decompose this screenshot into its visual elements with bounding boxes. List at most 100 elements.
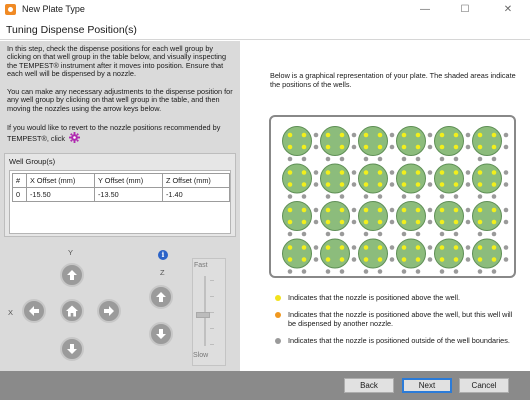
- nozzle-dot-outside: [377, 194, 383, 199]
- nozzle-dot-outside: [465, 257, 471, 262]
- nozzle-dot-outside: [325, 231, 331, 237]
- nozzle-dot-outside: [287, 194, 293, 199]
- nozzle-dot-outside: [427, 132, 433, 138]
- x-left-button[interactable]: [22, 299, 46, 323]
- nozzle-dot-outside: [377, 269, 383, 274]
- orange-dot-icon: [275, 312, 281, 318]
- nozzle-dot-inside: [377, 245, 383, 250]
- speed-tick: [210, 328, 214, 329]
- cell-x-offset[interactable]: -15.50: [26, 187, 95, 202]
- y-up-button[interactable]: [60, 263, 84, 287]
- title-bar: New Plate Type — ☐ ✕: [0, 0, 530, 19]
- speed-fast-label: Fast: [194, 262, 208, 269]
- nozzle-dot-outside: [377, 156, 383, 162]
- info-icon[interactable]: i: [158, 250, 168, 260]
- plate-well: [472, 126, 502, 156]
- nozzle-dot-outside: [401, 194, 407, 199]
- column-header-y-offset: Y Offset (mm): [94, 173, 163, 188]
- x-right-button[interactable]: [97, 299, 121, 323]
- nozzle-dot-inside: [301, 182, 307, 187]
- nozzle-dot-outside: [503, 257, 509, 262]
- home-button[interactable]: [60, 299, 84, 323]
- nozzle-dot-inside: [363, 144, 369, 150]
- nozzle-dot-inside: [439, 170, 445, 175]
- nozzle-dot-inside: [339, 245, 345, 250]
- nozzle-dot-outside: [389, 132, 395, 138]
- nozzle-dot-outside: [491, 194, 497, 199]
- nozzle-dot-outside: [453, 156, 459, 162]
- nozzle-dot-inside: [401, 219, 407, 225]
- nozzle-dot-outside: [339, 231, 345, 237]
- plate-well: [282, 126, 312, 156]
- nozzle-dot-outside: [313, 257, 319, 262]
- nozzle-dot-inside: [439, 207, 445, 213]
- nozzle-dot-inside: [301, 245, 307, 250]
- y-down-button[interactable]: [60, 337, 84, 361]
- nozzle-dot-outside: [465, 207, 471, 213]
- y-axis-label: Y: [68, 248, 74, 257]
- cell-z-offset[interactable]: -1.40: [162, 187, 230, 202]
- nozzle-dot-inside: [377, 257, 383, 262]
- nozzle-dot-inside: [325, 207, 331, 213]
- nozzle-dot-inside: [325, 245, 331, 250]
- cell-number[interactable]: 0: [12, 187, 27, 202]
- plate-well: [320, 163, 350, 194]
- nozzle-dot-inside: [287, 207, 293, 213]
- nozzle-dot-outside: [427, 219, 433, 225]
- nozzle-dot-outside: [401, 156, 407, 162]
- legend-text: Indicates that the nozzle is positioned …: [288, 336, 510, 345]
- nozzle-dot-outside: [427, 207, 433, 213]
- nozzle-dot-inside: [287, 132, 293, 138]
- cancel-button[interactable]: Cancel: [459, 378, 509, 393]
- well-group-table: # X Offset (mm) Y Offset (mm) Z Offset (…: [12, 173, 230, 202]
- nozzle-dot-inside: [301, 132, 307, 138]
- plate-well: [434, 201, 464, 231]
- speed-slider-track[interactable]: [204, 276, 206, 346]
- nozzle-dot-outside: [401, 231, 407, 237]
- cell-y-offset[interactable]: -13.50: [94, 187, 163, 202]
- nozzle-dot-inside: [453, 144, 459, 150]
- nozzle-dot-inside: [415, 182, 421, 187]
- plate-well: [396, 201, 426, 231]
- nozzle-dot-inside: [287, 170, 293, 175]
- nozzle-dot-inside: [287, 219, 293, 225]
- revert-gear-icon[interactable]: [69, 132, 81, 144]
- nozzle-dot-outside: [439, 194, 445, 199]
- nozzle-dot-outside: [477, 231, 483, 237]
- nozzle-dot-inside: [477, 257, 483, 262]
- nozzle-dot-outside: [503, 207, 509, 213]
- well-group-panel: Well Group(s) # X Offset (mm) Y Offset (…: [4, 153, 236, 237]
- nozzle-dot-inside: [339, 182, 345, 187]
- legend-text: Indicates that the nozzle is positioned …: [288, 293, 460, 302]
- z-down-button[interactable]: [149, 322, 173, 346]
- nozzle-dot-outside: [363, 231, 369, 237]
- nozzle-dot-outside: [503, 132, 509, 138]
- nozzle-dot-outside: [439, 156, 445, 162]
- nozzle-dot-outside: [427, 257, 433, 262]
- back-button[interactable]: Back: [344, 378, 394, 393]
- nozzle-dot-inside: [477, 182, 483, 187]
- speed-slider-thumb[interactable]: [196, 311, 210, 318]
- table-row[interactable]: 0 -15.50 -13.50 -1.40: [12, 187, 230, 202]
- plate-well: [320, 238, 350, 269]
- nozzle-dot-outside: [389, 245, 395, 250]
- nozzle-dot-outside: [439, 231, 445, 237]
- nozzle-dot-inside: [377, 144, 383, 150]
- nozzle-dot-inside: [491, 170, 497, 175]
- nozzle-dot-inside: [453, 170, 459, 175]
- close-button[interactable]: ✕: [503, 4, 513, 15]
- nozzle-dot-inside: [415, 219, 421, 225]
- nozzle-dot-outside: [389, 257, 395, 262]
- speed-slow-label: Slow: [193, 352, 209, 359]
- nozzle-dot-outside: [477, 194, 483, 199]
- nozzle-dot-inside: [339, 144, 345, 150]
- z-up-button[interactable]: [149, 285, 173, 309]
- nozzle-dot-inside: [453, 257, 459, 262]
- nozzle-dot-inside: [301, 144, 307, 150]
- instruction-paragraph-3-text: If you would like to revert to the nozzl…: [7, 123, 221, 144]
- minimize-button[interactable]: —: [420, 4, 430, 15]
- next-button[interactable]: Next: [402, 378, 452, 393]
- nozzle-dot-outside: [287, 231, 293, 237]
- maximize-button[interactable]: ☐: [460, 4, 470, 15]
- column-header-number: #: [12, 173, 27, 188]
